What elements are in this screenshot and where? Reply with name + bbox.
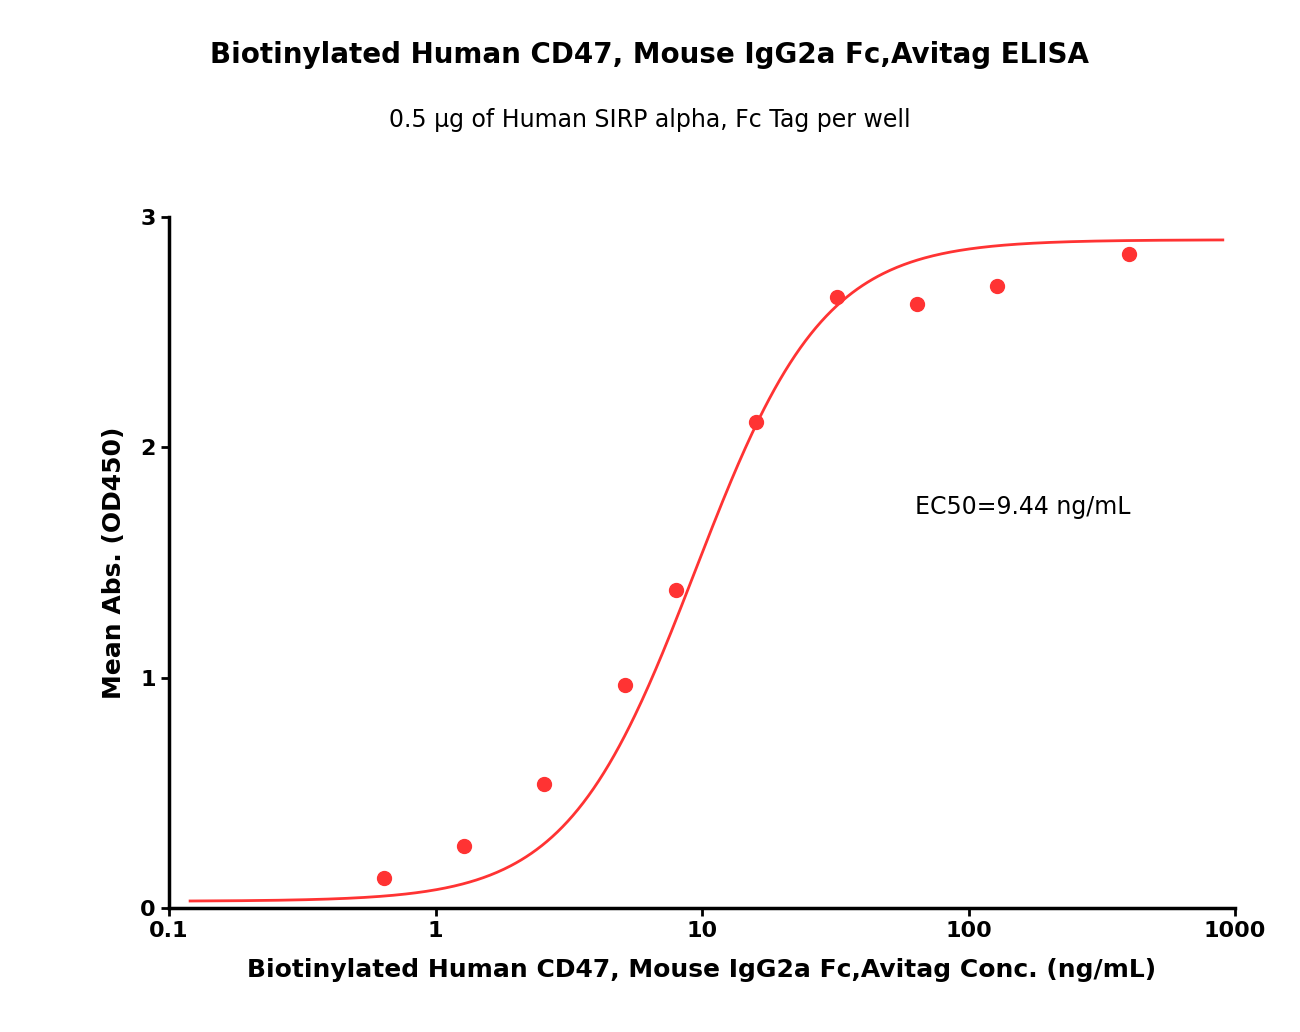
X-axis label: Biotinylated Human CD47, Mouse IgG2a Fc,Avitag Conc. (ng/mL): Biotinylated Human CD47, Mouse IgG2a Fc,… <box>247 958 1157 982</box>
Point <box>987 278 1008 294</box>
Point <box>906 296 927 313</box>
Point <box>1118 246 1139 262</box>
Point <box>666 582 686 599</box>
Text: Biotinylated Human CD47, Mouse IgG2a Fc,Avitag ELISA: Biotinylated Human CD47, Mouse IgG2a Fc,… <box>211 41 1089 69</box>
Point <box>827 289 848 305</box>
Point <box>746 414 767 430</box>
Point <box>534 775 555 792</box>
Point <box>373 870 394 886</box>
Text: EC50=9.44 ng/mL: EC50=9.44 ng/mL <box>915 495 1131 519</box>
Y-axis label: Mean Abs. (OD450): Mean Abs. (OD450) <box>103 426 126 699</box>
Point <box>614 676 634 692</box>
Text: 0.5 μg of Human SIRP alpha, Fc Tag per well: 0.5 μg of Human SIRP alpha, Fc Tag per w… <box>389 108 911 132</box>
Point <box>454 838 474 854</box>
